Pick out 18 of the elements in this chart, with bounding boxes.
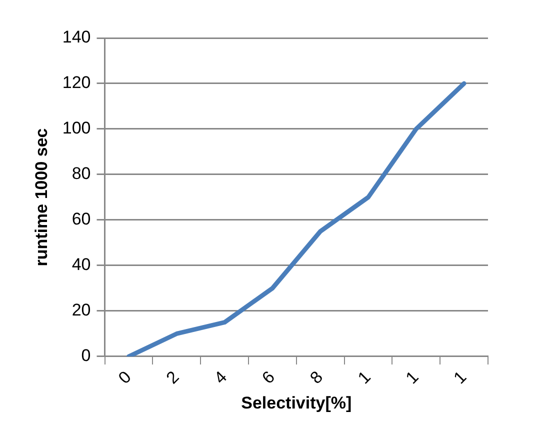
y-tick-label: 100 — [62, 118, 91, 138]
y-tick-label: 60 — [72, 210, 91, 229]
x-tick-label: 1 — [450, 367, 470, 388]
y-tick-label: 40 — [72, 255, 91, 274]
y-axis-title: runtime 1000 sec — [32, 128, 51, 266]
x-tick-label: 1 — [354, 367, 374, 388]
y-tick-label: 80 — [72, 164, 91, 184]
x-axis-title: Selectivity[%] — [241, 393, 352, 412]
y-tick-label: 20 — [72, 300, 91, 320]
x-tick-label: 8 — [306, 367, 326, 388]
x-tick-label: 1 — [402, 367, 422, 388]
x-tick-label: 4 — [210, 367, 231, 388]
x-tick-label: 2 — [162, 367, 183, 388]
y-tick-label: 120 — [62, 73, 91, 92]
x-tick-label: 6 — [258, 367, 279, 388]
x-tick-label: 0 — [114, 367, 135, 388]
y-tick-label: 140 — [62, 28, 91, 47]
y-tick-label: 0 — [81, 346, 91, 366]
